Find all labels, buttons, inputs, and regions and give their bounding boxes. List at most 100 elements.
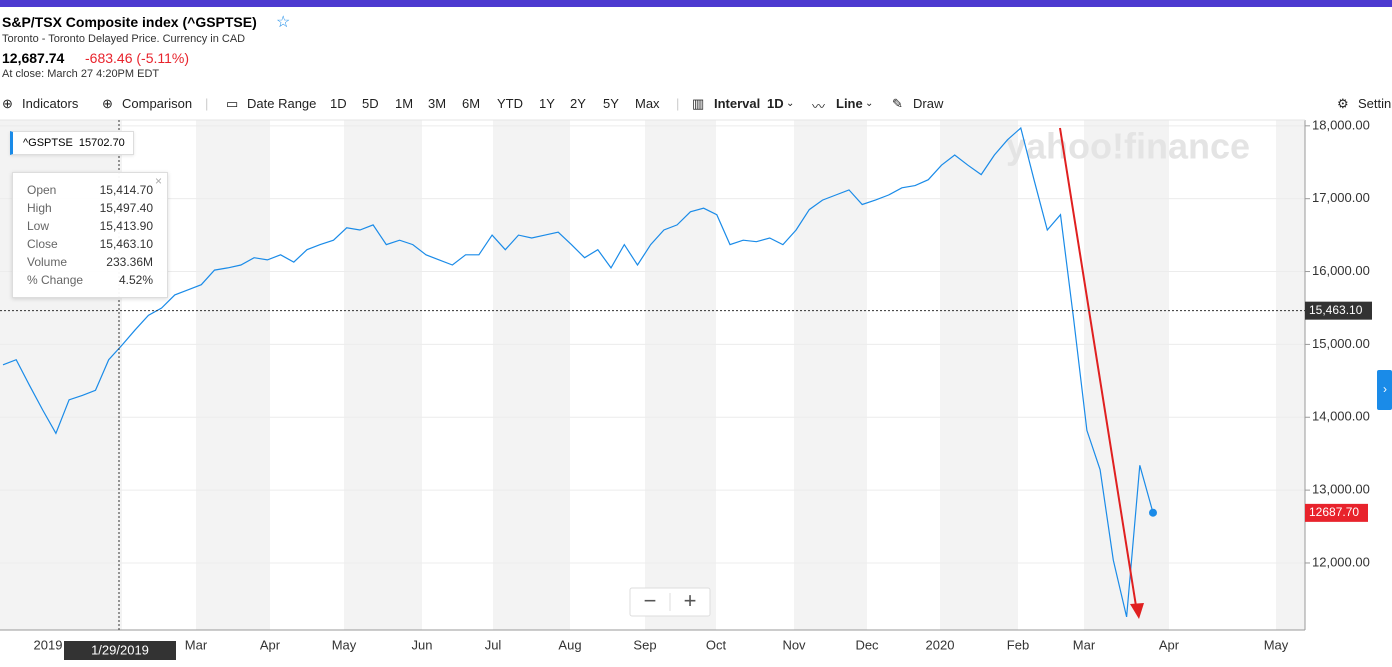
y-tick-label: 12,000.00 [1312,554,1370,569]
tooltip-row: Low 15,413.90 [27,219,153,233]
x-tick-label: Jun [412,637,433,652]
y-tick-label: 17,000.00 [1312,190,1370,205]
interval-button[interactable]: Interval [714,96,761,111]
crosshair-price-box [1305,301,1372,320]
tooltip-row: Volume 233.36M [27,255,153,269]
legend-value: 15702.70 [78,137,125,149]
tooltip-label: Low [27,219,50,233]
x-tick-label: 2019 [34,637,63,652]
subtitle: Toronto - Toronto Delayed Price. Currenc… [2,33,246,45]
last-price: 12687.70 [1309,505,1359,519]
x-tick-label: Mar [185,637,208,652]
toolbar: ⊕ Indicators ⊕ Comparison | ▭ Date Range… [0,94,1392,114]
crosshair-date: 1/29/2019 [91,642,149,657]
x-tick-label: 2020 [926,637,955,652]
price-line [2,126,1154,618]
separator: | [676,96,680,111]
x-tick-label: Feb [1007,637,1029,652]
icon: ⊕ [102,96,113,111]
crosshair-price: 15,463.10 [1309,303,1363,317]
range-button[interactable]: 6M [462,96,481,111]
y-tick-label: 14,000.00 [1312,409,1370,424]
range-button[interactable]: Max [635,96,660,111]
tooltip-row: Close 15,463.10 [27,237,153,251]
tooltip-value: 233.36M [106,255,153,269]
tooltip-value: 4.52% [118,273,153,287]
month-band [645,120,716,630]
arrow-head [1130,603,1144,619]
date-range-button[interactable]: Date Range [247,96,317,111]
x-tick-label: Dec [855,637,879,652]
range-button[interactable]: 3M [428,96,447,111]
x-tick-label: May [332,637,357,652]
comparison-button[interactable]: Comparison [122,96,193,111]
x-tick-label: Mar [1073,637,1096,652]
tooltip-row: High 15,497.40 [27,201,153,215]
watchlist-star[interactable]: ☆ [276,14,291,31]
tooltip-value: 15,414.70 [99,183,153,197]
grid [0,125,1305,564]
line-button[interactable]: Line [836,96,863,111]
x-tick-label: May [1264,637,1289,652]
icon: ⚙ [1337,96,1349,111]
price: 12,687.74 [2,50,65,66]
top-bar [0,0,1392,7]
interval-value[interactable]: 1D [767,96,784,111]
icon: ⊕ [2,96,13,111]
tooltip-label: Close [27,237,58,251]
month-bands [0,120,1305,630]
close-icon[interactable]: × [154,174,162,188]
side-tab-arrow: › [1383,382,1387,396]
x-tick-label: Sep [633,637,656,652]
tooltip-value: 15,463.10 [99,237,153,251]
zoom-out[interactable]: − [644,588,657,613]
month-band [794,120,867,630]
crosshair-date-box [64,641,176,660]
range-button[interactable]: 5Y [603,96,619,111]
y-tick-label: 18,000.00 [1312,117,1370,132]
last-price-box [1305,503,1368,522]
x-tick-label: Jul [485,637,502,652]
settings-button[interactable]: Settin [1358,96,1392,111]
legend: ^GSPTSE 15702.70 [10,131,134,155]
draw-button[interactable]: Draw [913,96,944,111]
tooltip-value: 15,497.40 [99,201,153,215]
x-tick-label: Nov [782,637,806,652]
zoom-in[interactable]: + [684,588,697,613]
range-button[interactable]: 1M [395,96,414,111]
side-tab[interactable] [1377,370,1392,410]
tooltip-row: % Change 4.52% [27,273,153,287]
range-button[interactable]: 5D [362,96,379,111]
separator: | [205,96,209,111]
indicators-button[interactable]: Indicators [22,96,79,111]
icon: 〰 [812,99,826,114]
tooltip-label: Open [27,183,57,197]
icon: ▭ [226,96,239,111]
month-band [344,120,422,630]
tooltip-row: Open 15,414.70 [27,183,153,197]
y-tick-label: 16,000.00 [1312,263,1370,278]
tooltip-label: High [27,201,52,215]
annotation-arrow [1059,127,1137,607]
caret: ⌄ [865,98,874,109]
legend-symbol: ^GSPTSE [23,137,73,149]
title: S&P/TSX Composite index (^GSPTSE) [2,14,257,30]
tooltip-label: Volume [27,255,68,269]
x-tick-label: Apr [260,637,281,652]
price-change: -683.46 (-5.11%) [85,50,190,66]
y-tick-label: 15,000.00 [1312,336,1370,351]
range-button[interactable]: 2Y [570,96,586,111]
range-button[interactable]: 1D [330,96,347,111]
month-band [493,120,570,630]
month-band [940,120,1018,630]
month-band [1276,120,1305,630]
range-button[interactable]: YTD [497,96,523,111]
tooltip: × Open 15,414.70 High 15,497.40 Low 15,413.90 C… [12,172,168,298]
watermark: yahoo!finance [1006,126,1250,167]
caret: ⌄ [786,98,795,109]
x-tick-label: Aug [558,637,581,652]
range-button[interactable]: 1Y [539,96,555,111]
last-point [1149,508,1157,517]
